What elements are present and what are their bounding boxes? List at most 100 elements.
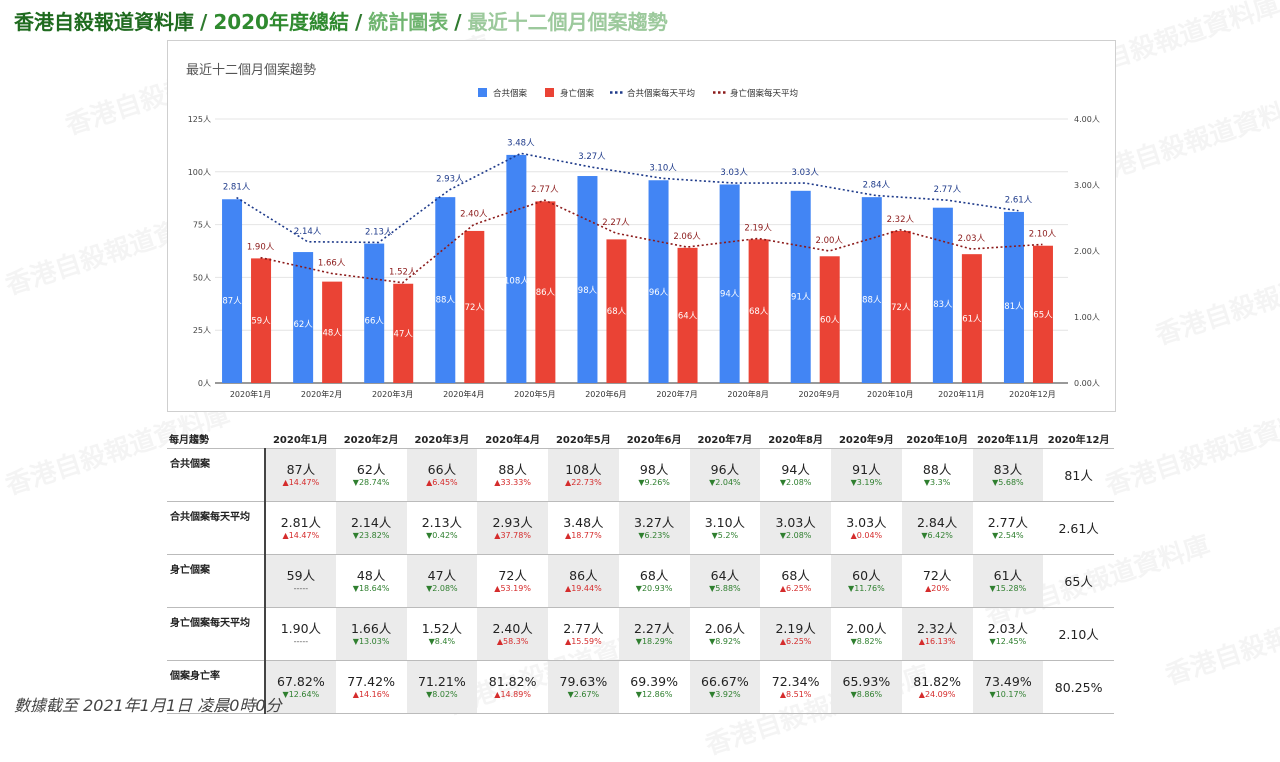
bar-total: [222, 199, 243, 383]
table-cell: 64人 ▼5.88%: [689, 554, 761, 608]
cell-change: ▲22.73%: [565, 478, 602, 487]
bar-data-label: 86人: [536, 288, 556, 298]
bar-data-label: 88人: [436, 295, 456, 305]
bar-data-label: 68人: [749, 307, 769, 317]
x-tick-label: 2020年5月: [514, 389, 555, 399]
table-cell: 1.52人 ▼8.4%: [406, 607, 478, 661]
table-column-header: 2020年6月: [626, 434, 682, 446]
x-tick-label: 2020年9月: [798, 389, 839, 399]
table-cell: 71.21% ▼8.02%: [406, 660, 478, 714]
bar-data-label: 81人: [1004, 302, 1024, 312]
bar-deaths: [961, 254, 982, 383]
table-cell: 66.67% ▼3.92%: [689, 660, 761, 714]
cell-value: 81.82%: [913, 674, 961, 689]
line-data-label: 2.06人: [673, 232, 701, 242]
bar-total: [648, 180, 669, 383]
cell-change: ▼9.26%: [638, 478, 670, 487]
table-cell: 2.03人 ▼12.45%: [972, 607, 1044, 661]
cell-change: ▼28.74%: [352, 478, 390, 487]
cell-change: ▲16.13%: [918, 637, 956, 646]
cell-value: 88人: [498, 462, 527, 477]
watermark-text: 香港自殺報道資料庫: [1160, 585, 1280, 693]
table-cell: 72.34% ▲8.51%: [760, 660, 831, 714]
table-cell: 83人 ▼5.68%: [972, 448, 1044, 502]
table-cell: 2.81人 ▲14.47%: [265, 501, 336, 555]
table-column-header: 2020年5月: [555, 434, 611, 446]
cell-change: ▼8.82%: [850, 637, 883, 646]
x-tick-label: 2020年4月: [443, 389, 484, 399]
table-cell: 2.27人 ▼18.29%: [618, 607, 690, 661]
cell-value: 81.82%: [488, 674, 537, 689]
table-row-label: 合共個案: [167, 448, 266, 502]
table-cell: 59人 -----: [265, 554, 336, 608]
bar-total: [932, 207, 953, 383]
line-data-label: 1.90人: [247, 243, 275, 253]
bar-data-label: 91人: [791, 293, 811, 303]
cell-value: 2.40人: [492, 621, 533, 636]
watermark-text: 香港自殺報道資料庫: [1150, 245, 1280, 353]
cell-value: 66.67%: [701, 674, 749, 689]
bar-deaths: [251, 258, 272, 383]
cell-value: 69.39%: [630, 674, 678, 689]
cell-change: ▼11.76%: [848, 584, 885, 593]
table-row-label: 個案身亡率: [167, 660, 266, 714]
line-data-label: 3.27人: [578, 152, 606, 162]
table-cell: 2.77人 ▼2.54%: [972, 501, 1044, 555]
cell-change: ▼2.08%: [779, 478, 812, 487]
cell-change: ▼23.82%: [352, 531, 390, 540]
table-cell: 1.90人 -----: [265, 607, 336, 661]
cell-change: ▼5.88%: [709, 584, 741, 593]
cell-change: ▼5.2%: [711, 531, 739, 540]
breadcrumb-item-charts[interactable]: 統計圖表: [368, 10, 449, 34]
table-cell: 65.93% ▼8.86%: [831, 660, 902, 714]
breadcrumb: 香港自殺報道資料庫/2020年度總結 / 統計圖表 / 最近十二個月個案趨勢: [14, 6, 668, 35]
cell-change: ▼8.02%: [426, 690, 458, 699]
data-timestamp: 數據截至 2021年1月1日 凌晨0時0分: [14, 696, 282, 715]
table-cell: 3.03人 ▼2.08%: [760, 501, 831, 555]
cell-value: 98人: [639, 462, 669, 477]
table-cell: 80.25%: [1043, 660, 1114, 714]
bar-deaths: [1032, 245, 1053, 383]
table-cell: 2.14人 ▼23.82%: [335, 501, 407, 555]
cell-value: 2.13人: [421, 515, 463, 530]
table-cell: 65人: [1043, 554, 1114, 608]
cell-change: ▲33.33%: [494, 478, 531, 487]
line-data-label: 2.32人: [887, 215, 915, 225]
bar-data-label: 108人: [504, 276, 529, 286]
watermark-text: 香港自殺報道資料庫: [1100, 395, 1280, 503]
cell-change: ▲14.89%: [494, 690, 531, 699]
breadcrumb-separator: /: [354, 10, 363, 34]
cell-value: 87人: [286, 462, 316, 477]
cell-value: 61人: [993, 568, 1023, 583]
y-tick-label: 0人: [198, 379, 211, 388]
cell-change: ▼8.92%: [709, 637, 741, 646]
table-cell: 67.82% ▼12.64%: [265, 660, 336, 714]
breadcrumb-item-annual-summary[interactable]: 2020年度總結: [213, 10, 349, 34]
table-cell: 98人 ▼9.26%: [618, 448, 690, 502]
cell-change: ▲53.19%: [494, 584, 531, 593]
cell-value: 2.00人: [846, 621, 887, 636]
breadcrumb-item-database[interactable]: 香港自殺報道資料庫: [14, 10, 194, 34]
table-row: 合共個案 87人 ▲14.47% 62人 ▼28.74% 66人 ▲6.45% 88人 ▲33.…: [167, 448, 1114, 502]
bar-data-label: 88人: [862, 295, 882, 305]
table-column-header: 2020年1月: [272, 434, 328, 446]
table-cell: 48人 ▼18.64%: [335, 554, 407, 608]
legend-entry: 身亡個案: [560, 88, 595, 99]
y2-tick-label: 3.00人: [1074, 181, 1100, 190]
bar-deaths: [464, 230, 485, 383]
bar-deaths: [677, 247, 698, 383]
table-column-header: 2020年12月: [1047, 434, 1110, 446]
cell-value: 71.21%: [418, 674, 466, 689]
line-data-label: 2.19人: [744, 223, 772, 233]
table-corner-label: 每月趨勢: [169, 434, 209, 446]
table-cell: 81.82% ▲14.89%: [477, 660, 548, 714]
table-cell: 2.32人 ▲16.13%: [901, 607, 973, 661]
cell-change: ▼3.3%: [923, 478, 951, 487]
line-data-label: 3.03人: [720, 168, 748, 178]
table-column-header: 2020年2月: [343, 434, 399, 446]
x-tick-label: 2020年1月: [230, 389, 271, 399]
cell-change: ▼13.03%: [352, 637, 390, 646]
table-cell: 2.93人 ▲37.78%: [477, 501, 548, 555]
bar-deaths: [890, 230, 911, 383]
cell-value: 62人: [356, 462, 386, 477]
